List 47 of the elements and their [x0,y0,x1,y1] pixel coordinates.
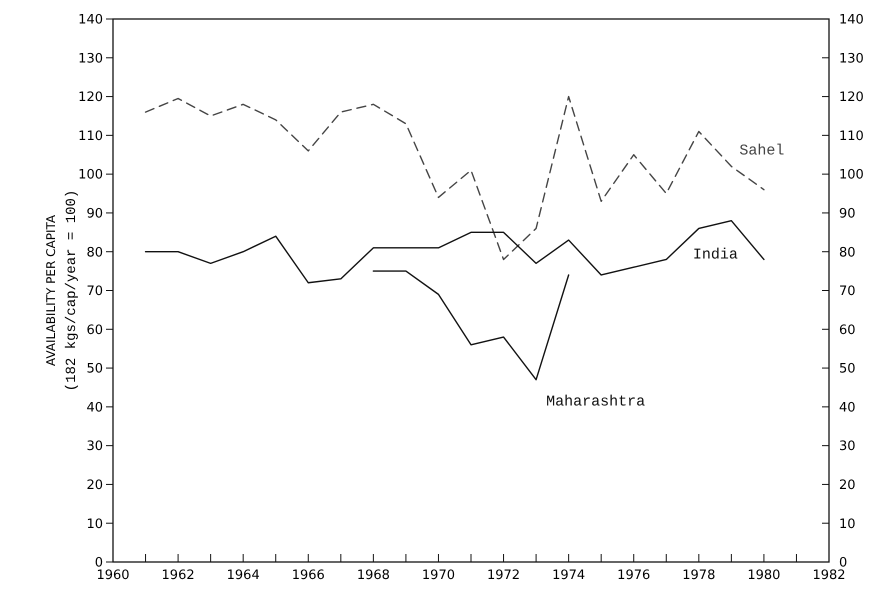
y2-tick-label: 120 [839,90,864,106]
y2-tick-label: 100 [839,168,864,183]
y2-tick-label: 30 [839,439,856,454]
y-tick-label: 40 [86,400,103,416]
y-tick-label: 60 [86,322,103,338]
y2-tick-label: 90 [839,206,856,222]
y-tick-label: 20 [86,478,103,493]
y-tick-label: 0 [94,556,103,571]
y-tick-label: 50 [86,362,103,377]
x-tick-label: 1974 [552,568,586,583]
y2-tick-label: 60 [839,322,856,338]
x-tick-label: 1962 [162,568,195,583]
y-tick-label: 120 [78,90,103,106]
y2-tick-label: 80 [839,245,856,260]
y2-tick-label: 110 [839,128,864,144]
x-tick-label: 1972 [487,568,520,583]
x-tick-label: 1970 [422,568,455,583]
x-tick-label: 1964 [226,568,260,583]
x-tick-label: 1982 [812,568,846,583]
series-label: Maharashtra [546,394,646,411]
series-label: India [692,246,738,264]
y-tick-label: 30 [86,439,103,454]
y-tick-label: 80 [86,245,103,260]
y-tick-label: 110 [78,128,103,144]
y2-tick-label: 130 [839,51,864,66]
x-tick-label: 1978 [682,568,716,583]
x-tick-label: 1980 [747,568,780,583]
y-axis-title: AVAILABILITY PER CAPITA (182 kgs/cap/year = 100) [44,190,80,392]
x-tick-label: 1966 [292,568,325,583]
y2-tick-label: 140 [839,12,864,28]
y-tick-label: 140 [78,12,103,28]
x-tick-label: 1968 [356,568,390,583]
series-label: Sahel [739,142,784,160]
y-tick-label: 130 [78,51,103,66]
x-tick-label: 1976 [617,568,650,583]
y2-tick-label: 70 [839,284,856,300]
y-tick-label: 100 [78,168,103,183]
y-tick-label: 90 [86,206,103,222]
y2-tick-label: 10 [839,516,856,532]
y2-tick-label: 20 [839,478,856,493]
line-series [144,220,765,284]
y2-tick-label: 40 [839,400,856,416]
line-series [372,270,570,380]
y-tick-label: 10 [86,516,103,532]
y2-tick-label: 50 [839,362,856,377]
x-tick-label: 1960 [96,568,130,583]
y-tick-label: 70 [86,284,103,300]
